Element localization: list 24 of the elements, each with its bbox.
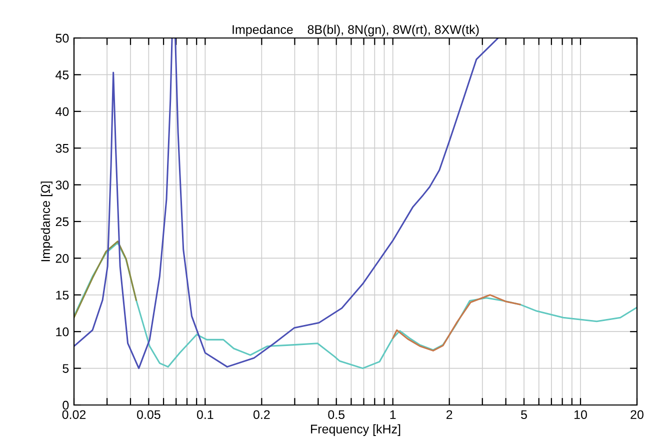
x-tick-label: 2 xyxy=(446,410,452,419)
y-tick-label: 35 xyxy=(56,144,69,153)
y-tick-label: 20 xyxy=(56,254,69,263)
x-tick-label: 20 xyxy=(630,410,644,420)
y-tick-label: 30 xyxy=(56,180,69,190)
y-tick-label: 45 xyxy=(56,70,69,80)
x-tick-label: 1 xyxy=(390,410,396,419)
x-tick-label: 10 xyxy=(574,410,587,420)
x-tick-label: 0.1 xyxy=(196,410,214,420)
x-tick-label: 0.5 xyxy=(328,410,345,420)
y-tick-label: 5 xyxy=(62,364,69,373)
x-tick-label: 5 xyxy=(521,410,527,420)
y-tick-label: 50 xyxy=(56,34,69,43)
y-tick-label: 0 xyxy=(62,400,69,410)
y-axis-title: Impedance [Ω] xyxy=(40,182,52,262)
y-tick-label: 40 xyxy=(56,107,69,116)
x-tick-label: 0.05 xyxy=(137,410,160,420)
x-axis-title: Frequency [kHz] xyxy=(311,424,400,436)
chart-title: Impedance 8B(bl), 8N(gn), 8W(rt), 8XW(tk) xyxy=(232,24,479,36)
x-tick-label: 0.02 xyxy=(62,410,86,420)
x-tick-label: 0.2 xyxy=(253,410,270,420)
y-tick-label: 10 xyxy=(56,327,69,336)
y-tick-label: 15 xyxy=(56,290,69,300)
y-tick-label: 25 xyxy=(56,217,69,226)
